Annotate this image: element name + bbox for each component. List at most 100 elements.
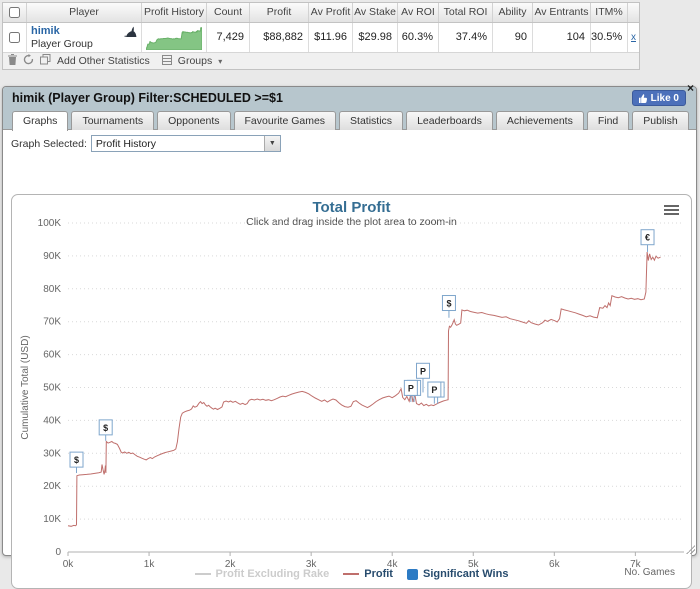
significant-win-flag[interactable]: [69, 451, 84, 468]
shark-icon: [124, 26, 137, 41]
significant-win-flag[interactable]: [640, 229, 655, 246]
profit-history-sparkline[interactable]: [142, 23, 207, 52]
close-icon[interactable]: ×: [686, 81, 694, 95]
itm-cell: 30.5%: [591, 23, 628, 52]
significant-win-flag[interactable]: [98, 419, 113, 436]
trash-icon[interactable]: [8, 54, 17, 68]
player-group-label: Player Group: [31, 38, 93, 50]
player-detail-panel: × himik (Player Group) Filter:SCHEDULED …: [2, 81, 697, 589]
chevron-down-icon[interactable]: ▼: [263, 136, 280, 151]
av-entrants-cell: 104: [533, 23, 591, 52]
column-header-av-entrants[interactable]: Av Entrants: [533, 3, 591, 22]
profit-cell: $88,882: [250, 23, 309, 52]
panel-content: Graph Selected: Profit History ▼ 0 10K 20K…: [3, 130, 696, 589]
y-tick-label: 0: [55, 547, 61, 558]
groups-button[interactable]: Groups: [177, 55, 213, 67]
graph-type-select[interactable]: Profit History ▼: [90, 135, 281, 152]
sparkline-area: [146, 26, 202, 50]
refresh-icon[interactable]: [23, 54, 34, 68]
significant-win-flag[interactable]: [403, 379, 418, 396]
av-roi-cell: 60.3%: [398, 23, 439, 52]
tab-leaderboards[interactable]: Leaderboards: [406, 111, 493, 130]
y-tick-label: 40K: [43, 415, 61, 426]
graph-selected-label: Graph Selected:: [11, 137, 87, 150]
player-cell: himik Player Group: [27, 23, 142, 52]
column-header-profit[interactable]: Profit: [250, 3, 309, 22]
legend-item-significant-wins[interactable]: Significant Wins: [406, 568, 508, 580]
table-toolbar: Add Other Statistics Groups ▾: [3, 52, 639, 69]
y-tick-label: 80K: [43, 284, 61, 295]
resize-handle[interactable]: [686, 545, 695, 554]
column-header-total-roi[interactable]: Total ROI: [439, 3, 493, 22]
flag-glyph: P: [408, 383, 414, 393]
table-row: himik Player Group 7,429 $88,882 $11.96 …: [3, 23, 639, 52]
profit-chart-card: 0 10K 20K 30K 40K 50K 60K 70K 80K 90K 100K 0k 1k 2k 3k…: [11, 194, 692, 589]
legend-item-profit[interactable]: Profit: [343, 568, 393, 580]
panel-title: himik (Player Group) Filter:SCHEDULED >=…: [12, 91, 283, 105]
y-tick-label: 10K: [43, 514, 61, 525]
y-tick-label: 20K: [43, 481, 61, 492]
tab-statistics[interactable]: Statistics: [339, 111, 404, 130]
table-header-row: Player Profit History Count Profit Av Profit…: [3, 3, 639, 23]
av-stake-cell: $29.98: [353, 23, 398, 52]
y-axis-title: Cumulative Total (USD): [20, 335, 31, 439]
column-header-count[interactable]: Count: [207, 3, 250, 22]
y-tick-label: 100K: [38, 218, 62, 229]
chart-legend: Profit Excluding Rake Profit Significant…: [12, 568, 691, 580]
legend-item-profit-excluding-rake[interactable]: Profit Excluding Rake: [194, 568, 329, 580]
flag-glyph: €: [645, 233, 650, 243]
panel-header: himik (Player Group) Filter:SCHEDULED >=…: [3, 87, 696, 108]
tab-bar: Graphs Tournaments Opponents Favourite Game…: [3, 108, 696, 131]
column-header-av-profit[interactable]: Av Profit: [309, 3, 353, 22]
ability-cell: 90: [493, 23, 533, 52]
legend-line-swatch: [194, 573, 211, 575]
flag-glyph: $: [446, 299, 451, 309]
flag-glyph: $: [74, 455, 79, 465]
remove-row-button[interactable]: x: [631, 32, 636, 43]
tab-graphs[interactable]: Graphs: [12, 111, 69, 131]
profit-line[interactable]: [67, 251, 661, 527]
column-header-av-stake[interactable]: Av Stake: [353, 3, 398, 22]
chevron-down-icon[interactable]: ▾: [218, 56, 223, 66]
add-other-statistics-button[interactable]: Add Other Statistics: [57, 55, 150, 67]
tab-opponents[interactable]: Opponents: [157, 111, 231, 130]
player-name-link[interactable]: himik: [31, 25, 60, 37]
tab-favourite-games[interactable]: Favourite Games: [233, 111, 337, 130]
chart-menu-icon[interactable]: [664, 205, 679, 217]
select-all-checkbox[interactable]: [9, 7, 20, 18]
column-header-itm-[interactable]: ITM%: [591, 3, 628, 22]
x-axis-title: No. Games: [624, 567, 675, 578]
facebook-like-button[interactable]: Like 0: [631, 90, 686, 106]
column-header-player[interactable]: Player: [27, 3, 142, 22]
total-roi-cell: 37.4%: [439, 23, 493, 52]
flag-glyph: $: [103, 423, 108, 433]
flag-glyph: P: [431, 385, 437, 395]
chart-subtitle: Click and drag inside the plot area to z…: [246, 216, 457, 228]
column-header-av-roi[interactable]: Av ROI: [398, 3, 439, 22]
tab-publish[interactable]: Publish: [632, 111, 689, 130]
add-statistics-icon[interactable]: [40, 54, 51, 68]
row-checkbox[interactable]: [9, 32, 20, 43]
significant-win-flag[interactable]: [427, 381, 442, 398]
legend-line-swatch: [343, 573, 360, 575]
av-profit-cell: $11.96: [309, 23, 353, 52]
significant-win-flag[interactable]: [416, 362, 431, 379]
y-tick-label: 90K: [43, 251, 61, 262]
groups-icon: [161, 54, 172, 68]
graph-type-value: Profit History: [95, 137, 156, 150]
flag-glyph: P: [420, 366, 426, 376]
y-tick-label: 60K: [43, 350, 61, 361]
legend-flag-swatch: [406, 568, 418, 580]
chart-title: Total Profit: [312, 199, 391, 216]
like-count-label: Like 0: [650, 92, 679, 104]
tab-achievements[interactable]: Achievements: [495, 111, 584, 130]
column-header-profit-history[interactable]: Profit History: [142, 3, 207, 22]
search-results-table: Player Profit History Count Profit Av Profit…: [2, 2, 640, 70]
column-header-ability[interactable]: Ability: [493, 3, 533, 22]
tab-find[interactable]: Find: [586, 111, 630, 130]
tab-tournaments[interactable]: Tournaments: [71, 111, 155, 130]
thumb-up-icon: [638, 93, 647, 103]
significant-win-flag[interactable]: [441, 295, 456, 312]
count-cell: 7,429: [207, 23, 250, 52]
